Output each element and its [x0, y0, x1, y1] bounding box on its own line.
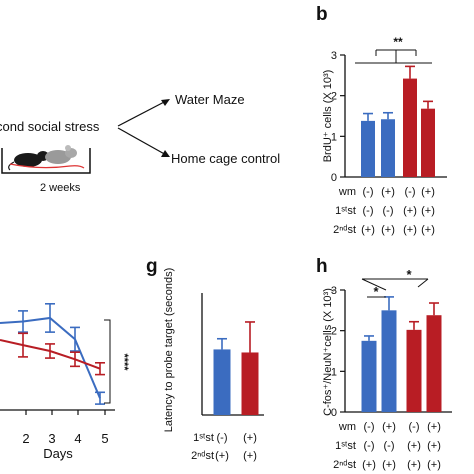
panel-b-significance: ** — [355, 35, 432, 64]
panel-b-cond-value: (+) — [403, 224, 417, 236]
panel-h-y-axis-label: C-fos⁺/NeuN⁺cells (X 10³) — [322, 288, 334, 416]
maze-sig-stars: **** — [118, 353, 130, 371]
mouse-grey-icon — [45, 145, 77, 164]
panel-g-cond-value: (+) — [215, 450, 229, 462]
arrow-down-line — [117, 127, 169, 157]
arrow-up-head — [161, 99, 170, 106]
panel-b-cond-value: (+) — [381, 224, 395, 236]
panel-h-cond-value: (+) — [382, 421, 396, 433]
panel-letter-h: h — [316, 256, 328, 277]
panel-g-cond-label: 1ˢᵗst — [193, 432, 214, 444]
panel-h-ytick-label: 0 — [331, 407, 337, 419]
panel-b-ytick-label: 3 — [331, 50, 337, 62]
panel-h-cond-value: (+) — [427, 421, 441, 433]
panel-h-ytick-label: 1 — [331, 366, 337, 378]
panel-b-cond-value: (+) — [421, 205, 435, 217]
cage-outline — [1, 148, 91, 174]
panel-h-ytick-label: 3 — [331, 285, 337, 297]
panel-maze: 2 3 4 5 Days **** — [0, 302, 130, 461]
branch-water-maze: Water Maze — [175, 92, 245, 107]
panel-g-cond-value: (+) — [243, 432, 257, 444]
panel-h-sig-star-bottom: * — [373, 284, 379, 299]
stress-text: cond social stress — [0, 119, 100, 134]
panel-h-cond-label: wm — [338, 421, 356, 433]
panel-b-bar — [403, 78, 417, 177]
panel-b-bar — [381, 119, 395, 177]
panel-b-cond-value: (-) — [363, 205, 374, 217]
panel-h-bar — [426, 315, 442, 412]
panel-b-y-axis-label: BrdU⁺ cells (X 10³) — [322, 70, 334, 163]
panel-b: 0 1 2 3 BrdU⁺ cells (X 10³) ** wm (-) (+) (-) (… — [322, 35, 447, 236]
duration-label: 2 weeks — [40, 182, 81, 194]
maze-xtick-label: 3 — [48, 431, 55, 446]
panel-h-cond-value: (+) — [382, 459, 396, 471]
panel-b-cond-value: (+) — [421, 224, 435, 236]
panel-b-cond-value: (+) — [403, 205, 417, 217]
arrow-up-line — [117, 99, 169, 127]
panel-b-ytick-label: 0 — [331, 172, 337, 184]
panel-h-cond-value: (+) — [407, 459, 421, 471]
panel-b-cond-label: wm — [338, 186, 356, 198]
panel-h-cond-value: (+) — [427, 459, 441, 471]
panel-h-cond-value: (+) — [362, 459, 376, 471]
panel-g-y-axis-label-line1: Latency to probe target (seconds) — [163, 268, 175, 432]
panel-b-cond-label: 2ⁿᵈst — [333, 224, 356, 236]
panel-g-bar — [241, 352, 259, 415]
panel-h-cond-value: (-) — [364, 440, 375, 452]
panel-g: Latency to probe target (seconds) 1ˢᵗst(… — [163, 268, 264, 462]
panel-b-ytick-label: 1 — [331, 131, 337, 143]
schematic: cond social stress Water Maze Home cage … — [0, 92, 280, 194]
panel-h-cond-value: (-) — [384, 440, 395, 452]
panel-b-cond-value: (-) — [363, 186, 374, 198]
panel-h-cond-value: (-) — [364, 421, 375, 433]
arrow-down-head — [161, 150, 170, 157]
panel-g-cond-value: (-) — [217, 432, 228, 444]
panel-b-bar — [421, 108, 435, 177]
panel-h-cond-label: 2ⁿᵈst — [333, 459, 356, 471]
branch-home-cage: Home cage control — [171, 151, 280, 166]
panel-h-bar — [361, 340, 377, 412]
panel-b-cond-value: (-) — [383, 205, 394, 217]
panel-b-cond-value: (-) — [405, 186, 416, 198]
maze-xtick-label: 2 — [22, 431, 29, 446]
panel-b-cond-label: 1ˢᵗst — [335, 205, 356, 217]
panel-b-cond-value: (+) — [361, 224, 375, 236]
panel-h-cond-label: 1ˢᵗst — [335, 440, 356, 452]
maze-xtick-label: 5 — [101, 431, 108, 446]
panel-h-bar — [406, 329, 422, 412]
panel-b-sig-stars: ** — [393, 35, 403, 49]
panel-letter-b: b — [316, 4, 328, 25]
panel-b-ytick-label: 2 — [331, 91, 337, 103]
panel-letter-g: g — [146, 256, 158, 277]
panel-h-cond-value: (+) — [427, 440, 441, 452]
panel-b-cond-value: (+) — [381, 186, 395, 198]
panel-b-bar — [361, 120, 375, 177]
panel-b-cond-value: (+) — [421, 186, 435, 198]
bedding-line — [9, 163, 85, 169]
panel-g-bar — [213, 349, 231, 415]
maze-xtick-label: 4 — [74, 431, 81, 446]
panel-h-cond-value: (-) — [409, 421, 420, 433]
panel-h-significance: * * — [361, 267, 429, 299]
panel-g-cond-value: (+) — [243, 450, 257, 462]
maze-x-axis-label: Days — [43, 446, 73, 461]
panel-h-sig-star-top: * — [406, 267, 412, 282]
panel-h-ytick-label: 2 — [331, 326, 337, 338]
panel-g-cond-label: 2ⁿᵈst — [191, 450, 214, 462]
panel-h-bar — [381, 310, 397, 412]
maze-sig-bracket — [104, 319, 111, 404]
panel-h-cond-value: (+) — [407, 440, 421, 452]
